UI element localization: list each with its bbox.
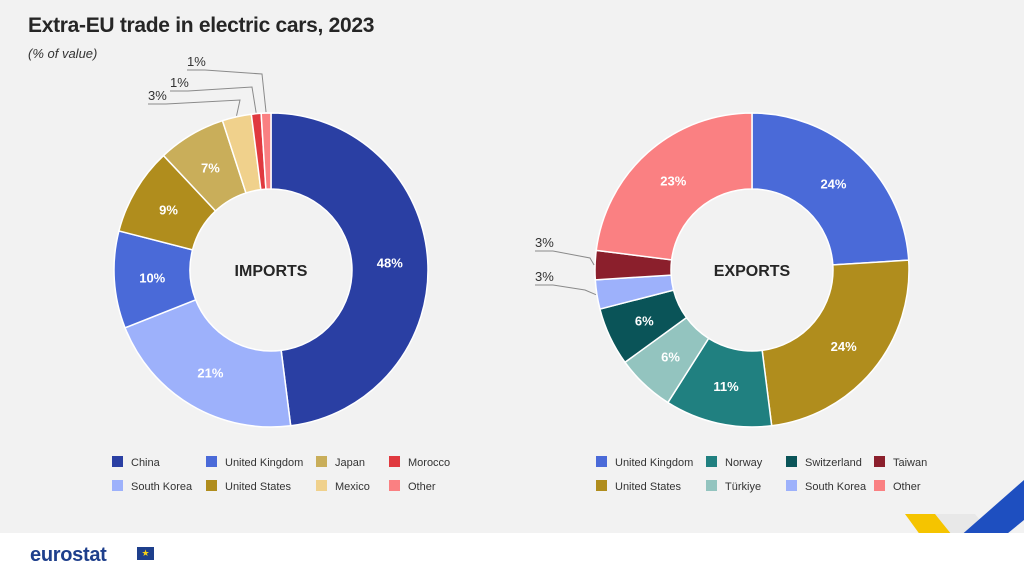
legend-label-other: Other bbox=[893, 481, 921, 493]
callout-line-south-korea bbox=[552, 284, 597, 296]
legend: China United Kingdom Japan Morocco South Kor… bbox=[112, 456, 450, 493]
slice-united-states bbox=[761, 259, 910, 427]
data-label-united-kingdom: 24% bbox=[820, 176, 846, 191]
legend-label-japan: Japan bbox=[335, 457, 365, 469]
legend: United Kingdom Norway Switzerland Taiwan Uni… bbox=[596, 456, 927, 493]
data-label-china: 48% bbox=[377, 256, 403, 271]
legend-label-united-kingdom: United Kingdom bbox=[615, 457, 693, 469]
donut-chart-exports: 24% 24% 11% 6% 6% 3% 3% 23% EXPORTS United Kingdo… bbox=[535, 112, 927, 493]
chart-title: Extra-EU trade in electric cars, 2023 bbox=[28, 14, 375, 37]
legend-label-united-states: United States bbox=[225, 481, 292, 493]
legend-swatch-united-states bbox=[596, 480, 607, 491]
slice-south-korea bbox=[124, 298, 292, 428]
data-label-t-rkiye: 6% bbox=[661, 350, 680, 365]
callout-line-taiwan bbox=[552, 250, 595, 266]
data-label-south-korea: 3% bbox=[535, 269, 554, 284]
eurostat-logo: eurostat bbox=[30, 544, 107, 566]
data-label-taiwan: 3% bbox=[535, 235, 554, 250]
data-label-other: 1% bbox=[187, 54, 206, 69]
legend-swatch-china bbox=[112, 456, 123, 467]
legend-swatch-other bbox=[874, 480, 885, 491]
data-label-mexico: 3% bbox=[148, 88, 167, 103]
footer bbox=[0, 533, 1024, 576]
legend-swatch-united-states bbox=[206, 480, 217, 491]
data-label-united-states: 9% bbox=[159, 202, 178, 217]
legend-label-switzerland: Switzerland bbox=[805, 457, 862, 469]
legend-swatch-south-korea bbox=[786, 480, 797, 491]
legend-swatch-taiwan bbox=[874, 456, 885, 467]
legend-swatch-other bbox=[389, 480, 400, 491]
legend-label-china: China bbox=[131, 457, 161, 469]
slice-united-kingdom bbox=[751, 112, 910, 266]
callout-line-morocco bbox=[187, 86, 257, 113]
data-label-morocco: 1% bbox=[170, 75, 189, 90]
data-label-japan: 7% bbox=[201, 161, 220, 176]
legend-swatch-morocco bbox=[389, 456, 400, 467]
legend-swatch-south-korea bbox=[112, 480, 123, 491]
slice-china bbox=[270, 112, 429, 427]
slice-other bbox=[595, 112, 753, 261]
legend-swatch-norway bbox=[706, 456, 717, 467]
legend-swatch-united-kingdom bbox=[206, 456, 217, 467]
legend-label-taiwan: Taiwan bbox=[893, 457, 927, 469]
legend-label-united-kingdom: United Kingdom bbox=[225, 457, 303, 469]
legend-swatch-switzerland bbox=[786, 456, 797, 467]
legend-label-morocco: Morocco bbox=[408, 457, 450, 469]
data-label-south-korea: 21% bbox=[197, 365, 223, 380]
callout-line-mexico bbox=[165, 99, 241, 116]
legend-label-south-korea: South Korea bbox=[131, 481, 193, 493]
chart-subtitle: (% of value) bbox=[28, 46, 98, 61]
legend-label-t-rkiye: Türkiye bbox=[725, 481, 761, 493]
legend-swatch-japan bbox=[316, 456, 327, 467]
data-label-switzerland: 6% bbox=[635, 314, 654, 329]
eu-flag-icon: ★ bbox=[137, 547, 154, 560]
legend-swatch-t-rkiye bbox=[706, 480, 717, 491]
data-label-norway: 11% bbox=[713, 379, 739, 394]
legend-label-other: Other bbox=[408, 481, 436, 493]
legend-label-mexico: Mexico bbox=[335, 481, 370, 493]
data-label-other: 23% bbox=[660, 174, 686, 189]
slice-other bbox=[260, 112, 272, 190]
data-label-united-kingdom: 10% bbox=[139, 270, 165, 285]
center-label: IMPORTS bbox=[235, 263, 308, 280]
center-label: EXPORTS bbox=[714, 263, 791, 280]
callout-line-other bbox=[204, 69, 267, 113]
legend-label-united-states: United States bbox=[615, 481, 682, 493]
legend-swatch-united-kingdom bbox=[596, 456, 607, 467]
legend-label-south-korea: South Korea bbox=[805, 481, 867, 493]
legend-label-norway: Norway bbox=[725, 457, 763, 469]
data-label-united-states: 24% bbox=[831, 339, 857, 354]
legend-swatch-mexico bbox=[316, 480, 327, 491]
